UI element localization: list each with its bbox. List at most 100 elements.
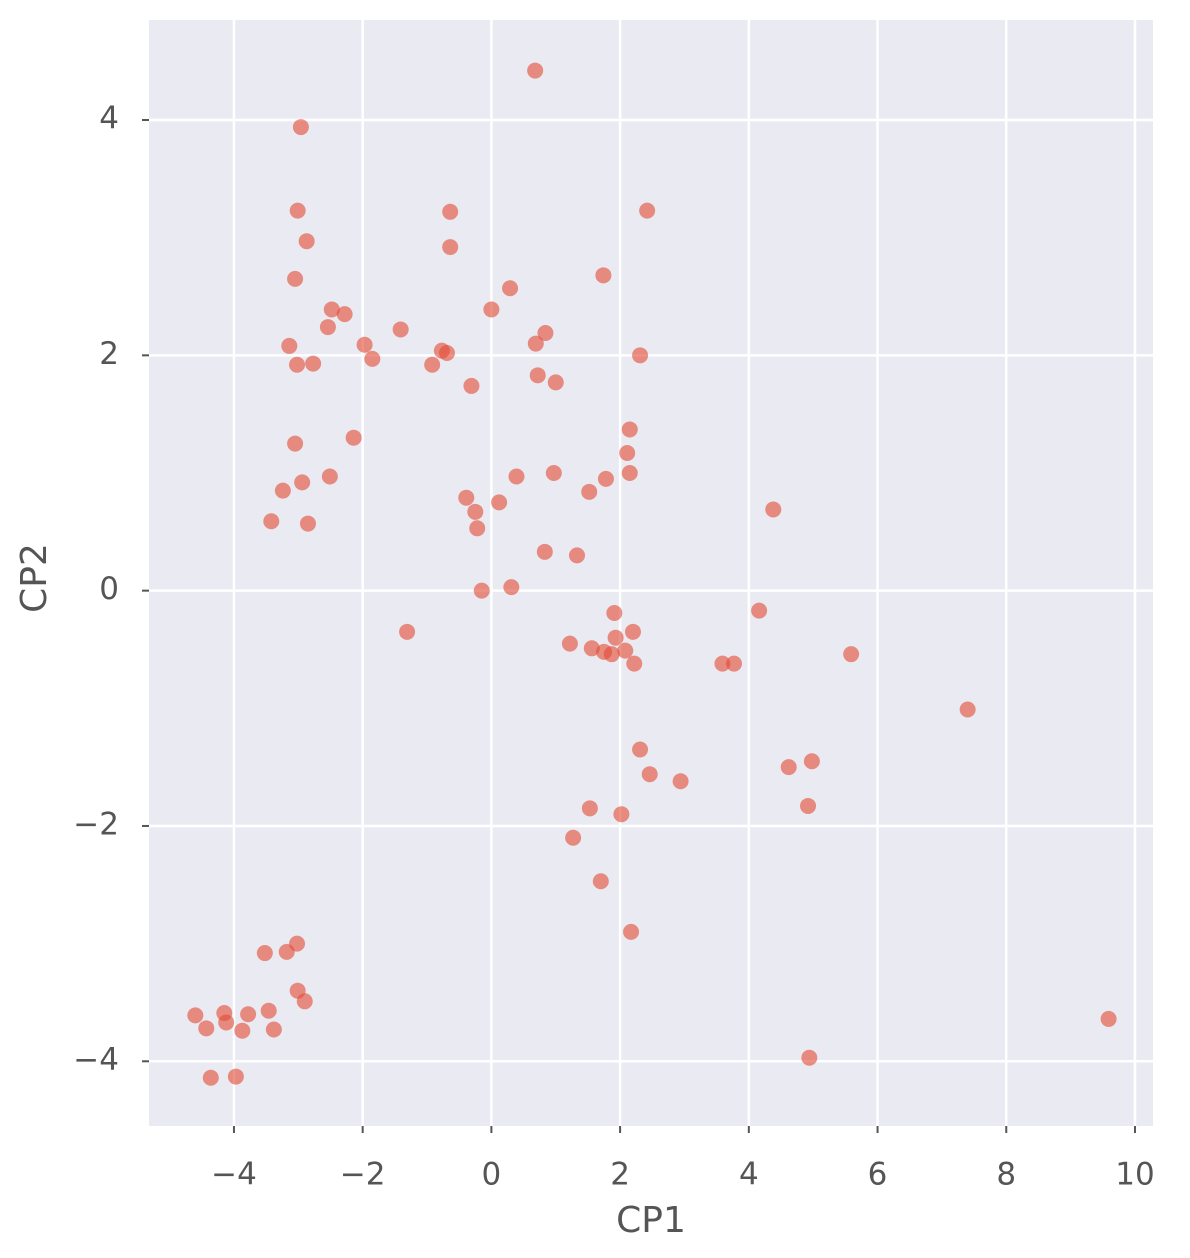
point	[263, 513, 280, 530]
point	[607, 629, 624, 646]
point	[780, 759, 797, 776]
point	[537, 324, 554, 341]
y-tick-label: −4	[73, 1042, 119, 1078]
point	[502, 280, 519, 297]
point	[959, 701, 976, 718]
point	[613, 806, 630, 823]
point	[289, 356, 306, 373]
x-tick-label: 0	[482, 1157, 502, 1193]
point	[491, 494, 508, 511]
point	[305, 355, 322, 372]
point	[529, 367, 546, 384]
point	[621, 464, 638, 481]
point	[641, 766, 658, 783]
point	[298, 233, 315, 250]
point	[619, 444, 636, 461]
point	[323, 301, 340, 318]
point	[581, 483, 598, 500]
point	[287, 270, 304, 287]
point	[632, 741, 649, 758]
point	[256, 945, 273, 962]
x-tick-label: 6	[868, 1157, 888, 1193]
point	[287, 435, 304, 452]
point	[751, 602, 768, 619]
point	[442, 203, 459, 220]
point	[581, 800, 598, 817]
point	[321, 468, 338, 485]
point	[626, 655, 643, 672]
point	[467, 503, 484, 520]
point	[260, 1002, 277, 1019]
point	[483, 301, 500, 318]
y-axis-label: CP2	[14, 543, 55, 613]
x-tick-label: 8	[996, 1157, 1016, 1193]
point	[623, 923, 640, 940]
point	[198, 1020, 215, 1037]
point	[561, 635, 578, 652]
point	[218, 1014, 235, 1031]
y-tick-label: 2	[99, 336, 119, 372]
y-tick-label: −2	[73, 806, 119, 842]
y-tick-label: 4	[99, 101, 119, 137]
point	[597, 470, 614, 487]
point	[568, 547, 585, 564]
point	[508, 468, 525, 485]
point	[463, 377, 480, 394]
point	[299, 515, 316, 532]
point	[639, 202, 656, 219]
point	[469, 520, 486, 537]
point	[336, 306, 353, 323]
point	[289, 202, 306, 219]
point	[624, 623, 641, 640]
x-tick-label: 10	[1115, 1157, 1154, 1193]
point	[458, 489, 475, 506]
point	[527, 62, 544, 79]
point	[765, 501, 782, 518]
point	[595, 267, 612, 284]
point	[392, 321, 409, 338]
plot-area	[149, 20, 1153, 1126]
point	[843, 646, 860, 663]
x-tick-label: −4	[211, 1157, 257, 1193]
point	[672, 773, 689, 790]
point	[617, 642, 634, 659]
point	[583, 640, 600, 657]
point	[606, 605, 623, 622]
point	[1100, 1010, 1117, 1027]
point	[714, 655, 731, 672]
point	[227, 1068, 244, 1085]
point	[527, 335, 544, 352]
point	[536, 543, 553, 560]
point	[442, 239, 459, 256]
point	[278, 943, 295, 960]
point	[240, 1006, 257, 1023]
point	[296, 993, 313, 1010]
point	[345, 429, 362, 446]
point	[424, 356, 441, 373]
x-tick-label: −2	[340, 1157, 386, 1193]
point	[592, 873, 609, 890]
point	[202, 1069, 219, 1086]
point	[565, 829, 582, 846]
point	[800, 797, 817, 814]
point	[438, 344, 455, 361]
x-tick-label: 4	[739, 1157, 759, 1193]
point	[356, 336, 373, 353]
point	[294, 474, 311, 491]
point	[265, 1021, 282, 1038]
point	[187, 1007, 204, 1024]
point	[621, 421, 638, 438]
point	[399, 623, 416, 640]
point	[726, 655, 743, 672]
point	[274, 482, 291, 499]
point	[801, 1049, 818, 1066]
point	[803, 753, 820, 770]
point	[281, 337, 298, 354]
x-axis-label: CP1	[616, 1200, 686, 1241]
point	[632, 347, 649, 364]
point	[364, 350, 381, 367]
point	[319, 319, 336, 336]
point	[547, 374, 564, 391]
x-tick-label: 2	[610, 1157, 630, 1193]
